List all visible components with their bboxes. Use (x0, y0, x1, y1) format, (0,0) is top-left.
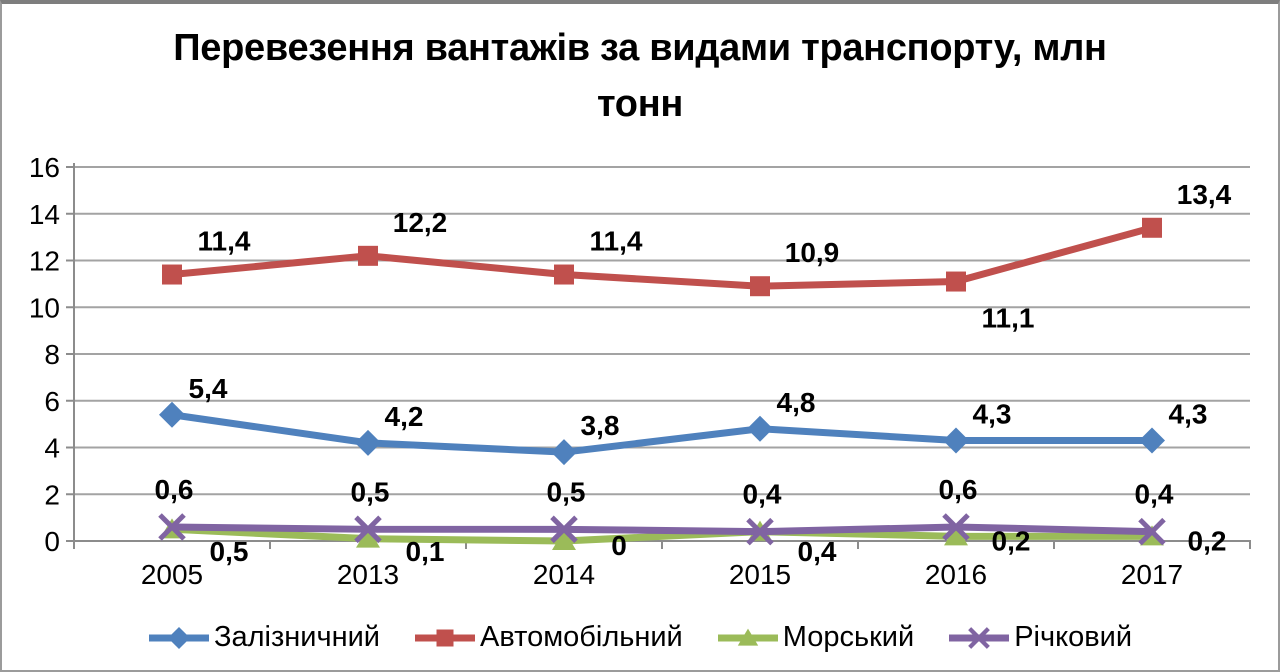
legend-item: Автомобільний (414, 621, 683, 654)
diamond-marker (1139, 427, 1165, 454)
chart-legend: Залізничний Автомобільний Морський Річковий (2, 621, 1278, 654)
legend-label: Залізничний (213, 621, 380, 653)
legend-item: Залізничний (148, 621, 380, 654)
legend-square-icon (415, 629, 475, 646)
diamond-marker (943, 427, 969, 454)
data-label: 5,4 (189, 373, 228, 404)
diamond-marker (747, 415, 773, 442)
square-marker (358, 245, 378, 266)
square-marker (436, 629, 454, 646)
legend-diamond-icon (148, 626, 209, 649)
data-label: 3,8 (581, 410, 620, 441)
data-label: 13,4 (1177, 179, 1232, 210)
data-label: 0,5 (351, 476, 390, 507)
diamond-marker (551, 439, 577, 466)
y-axis-tick-label: 4 (44, 433, 60, 464)
y-axis-tick-label: 2 (44, 479, 60, 510)
square-marker (750, 276, 770, 297)
data-label: 0,5 (547, 476, 586, 507)
x-axis-category-label: 2015 (729, 559, 791, 590)
legend-item: Річковий (948, 621, 1132, 654)
chart-title: Перевезення вантажів за видами транспорт… (173, 27, 1107, 125)
legend-item: Морський (717, 621, 914, 654)
triangle-marker (737, 628, 758, 646)
data-label: 0,6 (939, 474, 978, 505)
data-label: 0,1 (406, 536, 445, 567)
data-label: 4,3 (973, 398, 1012, 429)
x-marker (942, 513, 970, 541)
line-chart-plot-area: 0 2 4 6 8 10 12 14 16 2005 2013 2014 2015 2016 2017 5,4… (29, 152, 1251, 590)
y-axis-tick-label: 12 (29, 246, 60, 277)
x-marker (1138, 517, 1166, 546)
data-label: 0,4 (1135, 479, 1174, 510)
x-axis-category-label: 2017 (1121, 559, 1183, 590)
series-line-square (171, 224, 1153, 290)
data-label: 10,9 (785, 237, 840, 268)
data-label: 0,2 (992, 525, 1031, 556)
y-axis-tick-label: 14 (29, 199, 60, 230)
diamond-marker (159, 401, 185, 428)
square-marker (554, 264, 574, 285)
x-marker (746, 517, 774, 546)
y-axis-tick-label: 16 (29, 152, 60, 183)
legend-x-icon (949, 626, 1010, 649)
data-label: 11,1 (982, 303, 1035, 334)
legend-triangle-icon (717, 628, 778, 646)
series-line-diamond (171, 411, 1152, 456)
triangle-marker (552, 530, 576, 550)
y-axis-tick-label: 10 (29, 292, 60, 323)
x-axis-category-label: 2013 (337, 559, 399, 590)
data-label: 4,3 (1169, 398, 1208, 429)
data-label: 0,5 (210, 536, 249, 567)
data-label: 4,8 (777, 387, 816, 418)
y-axis-tick-label: 0 (44, 526, 60, 557)
data-label: 11,4 (590, 226, 643, 257)
data-label: 0,4 (798, 536, 837, 567)
data-label: 0,6 (155, 474, 194, 505)
x-axis-category-label: 2014 (533, 559, 595, 590)
x-axis-category-label: 2005 (141, 559, 203, 590)
data-label: 12,2 (393, 207, 448, 238)
y-axis-tick-label: 6 (44, 386, 60, 417)
series-line-x (171, 523, 1153, 536)
triangle-marker (944, 525, 968, 546)
x-marker (354, 515, 382, 544)
y-axis-tick-label: 8 (44, 339, 60, 370)
diamond-marker (167, 626, 191, 649)
data-label: 0,4 (743, 479, 782, 510)
x-marker (550, 515, 578, 544)
data-label: 0,2 (1188, 525, 1227, 556)
legend-label: Морський (782, 621, 915, 653)
x-marker (968, 626, 991, 649)
data-label: 11,4 (198, 226, 251, 257)
legend-label: Річковий (1014, 621, 1133, 653)
x-axis-category-label: 2016 (925, 559, 987, 590)
legend-label: Автомобільний (480, 621, 683, 653)
triangle-marker (356, 527, 380, 548)
x-marker (158, 513, 186, 541)
diamond-marker (355, 429, 381, 456)
square-marker (946, 271, 966, 292)
data-label: 4,2 (385, 401, 424, 432)
square-marker (1142, 217, 1162, 238)
square-marker (162, 264, 182, 285)
data-label: 0 (611, 530, 627, 561)
series-line-triangle (171, 525, 1152, 545)
